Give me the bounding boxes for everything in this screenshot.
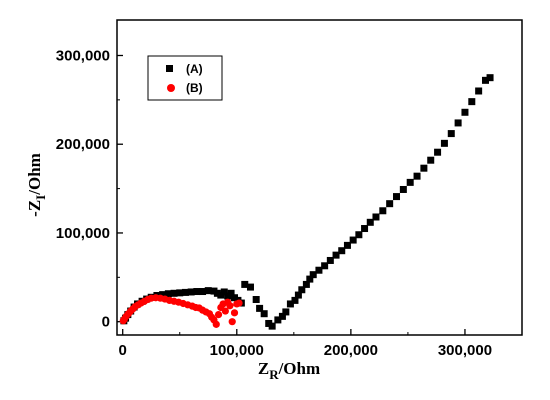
- legend-label-a: (A): [186, 62, 203, 76]
- data-point: [379, 207, 387, 215]
- data-point: [481, 76, 489, 84]
- data-point: [413, 172, 421, 180]
- data-point: [461, 108, 469, 116]
- data-point: [176, 289, 184, 297]
- x-tick-label: 200,000: [324, 342, 378, 359]
- data-point: [286, 300, 294, 308]
- data-point: [221, 307, 229, 315]
- y-tick-label: 0: [102, 314, 110, 331]
- data-point: [355, 231, 363, 239]
- data-point: [349, 236, 357, 244]
- data-point: [187, 288, 195, 296]
- data-point: [246, 283, 254, 291]
- data-point: [454, 119, 462, 127]
- tick-labels: 0 100,000 200,000 300,000 0 100,000 200,000 300…: [56, 47, 492, 359]
- data-point: [268, 322, 276, 330]
- data-point: [256, 304, 264, 312]
- data-point: [486, 74, 494, 82]
- data-point: [427, 156, 435, 164]
- data-point: [159, 291, 167, 299]
- data-point: [260, 310, 268, 318]
- plot-frame: [116, 19, 523, 336]
- tick-marks: [117, 54, 466, 335]
- x-axis-title-sub: R: [269, 367, 279, 382]
- data-point: [343, 241, 351, 249]
- data-point: [406, 178, 414, 186]
- data-point: [372, 213, 380, 221]
- data-point: [193, 288, 201, 296]
- data-point: [170, 289, 178, 297]
- data-point: [164, 290, 172, 298]
- data-point: [399, 185, 407, 193]
- data-point: [332, 251, 340, 259]
- data-point: [235, 299, 243, 307]
- data-point: [309, 271, 317, 279]
- y-tick-label: 200,000: [56, 136, 110, 153]
- x-tick-label: 0: [119, 342, 127, 359]
- y-axis-title: -ZI/Ohm: [25, 153, 48, 217]
- data-point: [326, 256, 334, 264]
- data-point: [468, 98, 476, 106]
- data-point: [447, 130, 455, 138]
- data-point: [393, 193, 401, 201]
- data-point: [274, 316, 282, 324]
- x-axis-title-main: Z: [258, 359, 269, 378]
- y-axis-title-sub: I: [33, 195, 48, 200]
- data-point: [228, 318, 236, 326]
- data-point: [420, 164, 428, 172]
- data-point: [298, 286, 306, 294]
- data-point: [306, 275, 314, 283]
- legend-marker-a: [166, 65, 173, 72]
- series-2: [119, 294, 243, 328]
- data-point: [220, 288, 228, 296]
- data-point: [214, 310, 223, 319]
- legend-marker-b: [167, 84, 175, 92]
- data-point: [294, 291, 302, 299]
- data-point: [230, 309, 239, 317]
- data-point: [386, 200, 394, 208]
- data-point: [434, 148, 442, 156]
- data-point: [315, 266, 323, 274]
- data-point: [181, 288, 189, 296]
- data-point: [338, 247, 346, 255]
- data-point: [366, 218, 374, 226]
- y-axis-title-rest: /Ohm: [25, 153, 44, 196]
- data-point: [282, 308, 290, 316]
- data-point: [278, 312, 286, 320]
- data-point: [440, 139, 448, 147]
- data-point: [475, 87, 483, 95]
- data-point: [204, 287, 212, 295]
- x-tick-label: 300,000: [438, 342, 492, 359]
- data-point: [212, 320, 220, 328]
- y-axis-title-main: -Z: [25, 200, 44, 217]
- legend: (A) (B): [147, 55, 223, 101]
- data-point: [226, 302, 234, 310]
- legend-label-b: (B): [186, 81, 203, 95]
- data-point: [302, 280, 310, 288]
- legend-box: [147, 55, 223, 101]
- y-tick-label: 300,000: [56, 47, 110, 64]
- data-point: [252, 296, 260, 304]
- data-point: [321, 262, 329, 270]
- x-tick-label: 100,000: [210, 342, 264, 359]
- x-axis-title: ZR/Ohm: [258, 359, 320, 382]
- data-point: [241, 280, 249, 288]
- data-point: [227, 289, 235, 297]
- data-points: [119, 74, 494, 330]
- data-point: [291, 296, 299, 304]
- y-tick-label: 100,000: [56, 225, 110, 242]
- data-point: [199, 288, 207, 296]
- series-1: [120, 74, 494, 330]
- data-point: [361, 225, 369, 233]
- x-axis-title-rest: /Ohm: [278, 359, 321, 378]
